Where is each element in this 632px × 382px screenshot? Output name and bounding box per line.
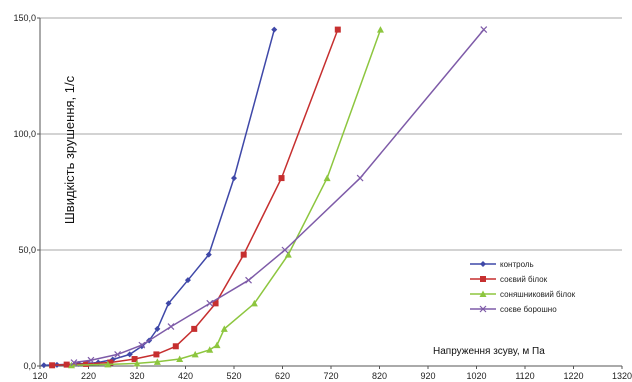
series-lines (40, 26, 488, 369)
data-point-0-5 (126, 351, 133, 358)
data-point-0-12 (231, 175, 237, 182)
series-1 (49, 26, 341, 369)
data-point-3-6 (245, 276, 252, 284)
x-tick-label-11: 1220 (563, 371, 583, 381)
data-point-0-13 (271, 26, 278, 33)
legend-item-2: соняшниковий білок (470, 290, 576, 299)
data-point-1-5 (153, 351, 160, 358)
data-point-0-9 (165, 300, 172, 307)
axes (37, 17, 623, 369)
data-point-0-8 (154, 325, 161, 332)
legend-item-1: соєвий білок (470, 275, 548, 284)
y-tick-label-3: 150,0 (13, 13, 36, 23)
data-point-3-9 (480, 26, 488, 34)
series-line-2 (71, 29, 382, 367)
data-point-2-4 (176, 355, 184, 363)
legend-marker-0 (480, 261, 486, 267)
x-tick-label-0: 120 (32, 371, 47, 381)
data-point-3-5 (206, 299, 214, 307)
y-tick-labels: 0,0 50,0 100,0 150,0 (13, 13, 36, 371)
series-line-1 (52, 29, 339, 367)
data-point-1-9 (240, 251, 247, 258)
y-axis-label: Швидкість зрушення, 1/с (62, 75, 77, 224)
data-point-3-4 (167, 323, 175, 330)
x-tick-label-2: 320 (129, 371, 144, 381)
legend-item-0: контроль (470, 260, 534, 269)
data-point-3-3 (138, 341, 146, 349)
data-point-0-10 (184, 277, 191, 284)
data-point-1-8 (212, 300, 219, 307)
data-point-3-2 (114, 350, 122, 358)
data-point-2-10 (284, 251, 292, 258)
legend: контроль соєвий білок соняшниковий білок со… (470, 260, 576, 314)
data-point-1-7 (191, 325, 198, 332)
data-point-2-9 (250, 299, 258, 307)
x-axis-label: Напруження зсуву, м Па (433, 346, 545, 357)
x-tick-labels: 120 220 320 420 520 620 720 820 920 1020 1120 1220 1… (32, 371, 632, 381)
data-point-1-2 (83, 360, 90, 367)
legend-label-3: соєве борошно (500, 305, 557, 314)
data-point-2-7 (213, 341, 221, 349)
data-point-1-4 (131, 356, 138, 363)
series-line-3 (73, 29, 485, 364)
gridlines (40, 17, 622, 251)
x-tick-label-3: 420 (178, 371, 193, 381)
legend-marker-1 (480, 276, 486, 282)
data-point-1-3 (107, 359, 114, 366)
x-tick-label-1: 220 (81, 371, 96, 381)
data-point-0-11 (205, 251, 212, 258)
legend-label-1: соєвий білок (500, 275, 548, 284)
y-tick-label-2: 100,0 (13, 129, 36, 139)
x-tick-label-10: 1120 (515, 371, 534, 381)
y-tick-label-1: 50,0 (18, 245, 36, 255)
x-tick-label-6: 720 (323, 371, 338, 381)
series-2 (68, 26, 384, 369)
data-point-2-5 (191, 350, 199, 358)
data-point-2-12 (376, 26, 384, 33)
x-tick-label-7: 820 (372, 371, 387, 381)
data-point-2-6 (206, 346, 214, 353)
data-point-2-1 (104, 360, 112, 368)
x-tick-label-5: 620 (275, 371, 290, 381)
legend-item-3: соєве борошно (470, 305, 557, 314)
x-tick-label-4: 520 (226, 371, 241, 381)
data-point-3-8 (356, 174, 364, 182)
data-point-1-10 (278, 175, 285, 182)
series-3 (70, 26, 488, 366)
data-point-1-1 (63, 361, 70, 368)
legend-marker-3 (479, 305, 487, 313)
legend-marker-2 (479, 290, 487, 297)
legend-label-2: соняшниковий білок (500, 290, 576, 299)
x-tick-label-9: 1020 (466, 371, 486, 381)
data-point-2-11 (323, 174, 331, 182)
data-point-1-0 (49, 362, 56, 369)
data-point-3-7 (281, 246, 289, 254)
data-point-0-0 (40, 362, 47, 369)
data-point-2-8 (220, 325, 228, 332)
data-point-2-2 (133, 359, 141, 367)
data-point-3-0 (70, 359, 78, 366)
legend-label-0: контроль (500, 260, 534, 269)
data-point-2-3 (153, 358, 161, 365)
data-point-1-11 (334, 26, 341, 33)
x-tick-label-12: 1320 (612, 371, 632, 381)
x-tick-label-8: 920 (420, 371, 435, 381)
data-point-1-6 (172, 343, 179, 350)
data-point-3-1 (87, 356, 95, 364)
y-tick-label-0: 0,0 (23, 361, 36, 371)
